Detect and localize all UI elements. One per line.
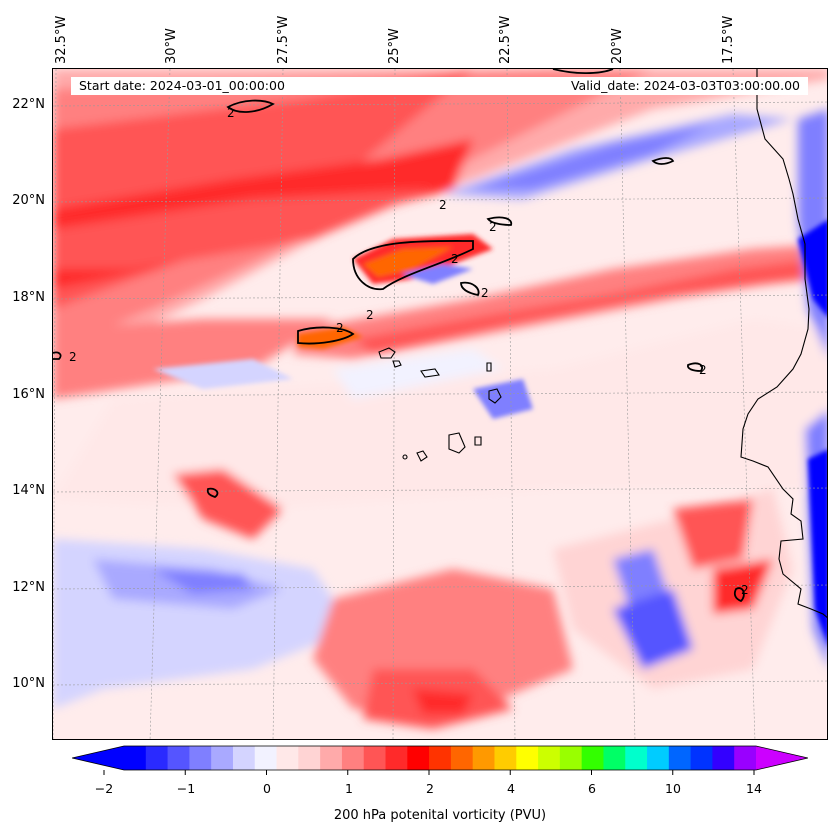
pv2-contours [53, 69, 745, 603]
colorbar-swatch [538, 746, 561, 770]
contour-label: 2 [481, 286, 489, 300]
colorbar-tick-label: −2 [94, 781, 114, 796]
colorbar-swatch [363, 746, 387, 770]
colorbar-swatch [211, 746, 234, 770]
colorbar-swatch [668, 746, 692, 770]
island-sao-nicolau [420, 368, 440, 378]
map-panel: 2 2 2 2 2 2 2 2 2 2 [52, 68, 828, 740]
lon-label: 20°W [610, 28, 625, 64]
island-fogo [416, 450, 428, 462]
colorbar-swatch [712, 746, 735, 770]
contour-labels: 2 2 2 2 2 2 2 2 2 2 [69, 106, 749, 597]
colorbar-swatch [429, 746, 452, 770]
contour-label: 2 [451, 252, 459, 266]
colorbar-extend-low [72, 746, 124, 770]
lon-label: 30°W [164, 28, 179, 64]
colorbar-swatch [254, 746, 278, 770]
colorbar-tick-label: 2 [426, 781, 434, 796]
colorbar-swatch [189, 746, 212, 770]
island-santo-antao [378, 347, 396, 359]
colorbar-swatch [516, 746, 539, 770]
lat-label: 16°N [12, 387, 45, 402]
valid-date-label: Valid_date: 2024-03-03T03:00:00.00 [570, 78, 800, 93]
island-sal [486, 362, 492, 372]
colorbar-swatch [690, 746, 713, 770]
colorbar-tick-label: 1 [345, 781, 353, 796]
colorbar-tick-marks [103, 770, 755, 775]
colorbar-swatch [320, 746, 343, 770]
contour-label: 2 [366, 308, 374, 322]
lat-label: 20°N [12, 193, 45, 208]
colorbar-swatch [494, 746, 517, 770]
colorbar-swatch [232, 746, 256, 770]
colorbar-tick-label: −1 [176, 781, 196, 796]
lon-label: 25°W [387, 28, 402, 64]
colorbar-swatches [124, 746, 757, 770]
contour-label: 2 [439, 198, 447, 212]
pv-field-map: 2 2 2 2 2 2 2 2 2 2 [53, 69, 827, 739]
start-date-label: Start date: 2024-03-01_00:00:00 [79, 78, 285, 93]
lat-label: 14°N [12, 483, 45, 498]
colorbar-swatch [559, 746, 583, 770]
colorbar [72, 745, 808, 775]
colorbar-swatch [625, 746, 648, 770]
lon-label: 22.5°W [498, 15, 513, 64]
island-brava [402, 454, 408, 460]
africa-coastline [740, 69, 827, 619]
colorbar-swatch [341, 746, 365, 770]
colorbar-tick-label: 14 [746, 781, 762, 796]
contour-label: 2 [69, 350, 77, 364]
info-bar: Start date: 2024-03-01_00:00:00 Valid_da… [71, 77, 808, 95]
lat-label: 18°N [12, 290, 45, 305]
colorbar-swatch [734, 746, 757, 770]
contour-label: 2 [699, 363, 707, 377]
island-boa-vista [488, 388, 502, 404]
colorbar-swatch [450, 746, 474, 770]
coastlines [378, 69, 827, 619]
contour-label: 2 [336, 321, 344, 335]
colorbar-swatch [581, 746, 604, 770]
colorbar-swatch [647, 746, 670, 770]
island-maio [474, 436, 482, 446]
contour-label: 2 [489, 220, 497, 234]
colorbar-extend-high [756, 746, 808, 770]
colorbar-swatch [603, 746, 626, 770]
colorbar-swatch [298, 746, 321, 770]
colorbar-tick-label: 0 [263, 781, 271, 796]
lat-label: 10°N [12, 676, 45, 691]
colorbar-swatch [167, 746, 190, 770]
lat-label: 22°N [12, 97, 45, 112]
colorbar-swatch [124, 746, 147, 770]
lat-label: 12°N [12, 580, 45, 595]
lon-label: 32.5°W [54, 15, 69, 64]
colorbar-tick-label: 6 [588, 781, 596, 796]
pv-field-detail [153, 220, 827, 644]
colorbar-swatch [472, 746, 495, 770]
colorbar-swatch [145, 746, 169, 770]
colorbar-outline [72, 745, 808, 771]
colorbar-swatch [385, 746, 408, 770]
gridlines [53, 69, 827, 739]
colorbar-swatch [276, 746, 299, 770]
lon-label: 17.5°W [721, 15, 736, 64]
island-santiago [448, 432, 466, 454]
colorbar-swatch [407, 746, 430, 770]
colorbar-tick-label: 10 [665, 781, 681, 796]
island-sao-vicente [392, 360, 402, 368]
contour-label: 2 [227, 106, 235, 120]
colorbar-title: 200 hPa potenital vorticity (PVU) [333, 808, 547, 823]
lon-label: 27.5°W [276, 15, 291, 64]
pv-field-fill [53, 69, 827, 729]
contour-label: 2 [741, 583, 749, 597]
colorbar-tick-label: 4 [507, 781, 515, 796]
